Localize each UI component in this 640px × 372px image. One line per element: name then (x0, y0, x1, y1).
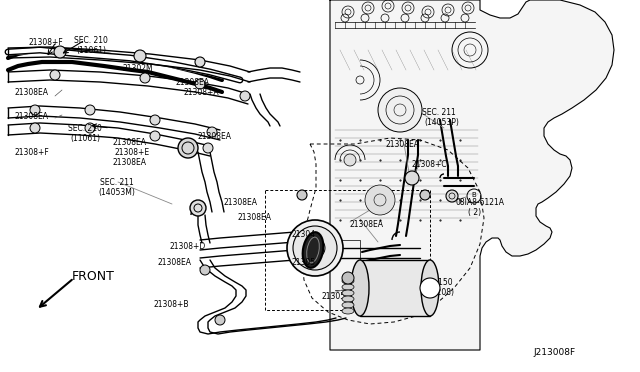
Text: (15208): (15208) (424, 288, 454, 297)
Text: 21308EA: 21308EA (175, 78, 209, 87)
Circle shape (365, 185, 395, 215)
Text: 21308+E: 21308+E (114, 148, 149, 157)
Circle shape (134, 50, 146, 62)
Text: (11061): (11061) (70, 134, 100, 143)
Circle shape (190, 200, 206, 216)
Text: 21308EA: 21308EA (224, 198, 258, 207)
Text: 21308+F: 21308+F (14, 148, 49, 157)
Circle shape (200, 265, 210, 275)
Circle shape (405, 171, 419, 185)
Circle shape (240, 91, 250, 101)
Circle shape (50, 70, 60, 80)
Text: 21308EA: 21308EA (112, 158, 146, 167)
Text: 21308EA: 21308EA (14, 112, 48, 121)
Text: 21308+D: 21308+D (170, 242, 206, 251)
Text: 08IA8-6121A: 08IA8-6121A (456, 198, 505, 207)
Text: B: B (472, 192, 476, 198)
Text: 21308+A: 21308+A (183, 88, 219, 97)
Ellipse shape (342, 296, 354, 302)
Text: ( 2): ( 2) (468, 208, 481, 217)
Text: (14053M): (14053M) (98, 188, 135, 197)
Circle shape (140, 73, 150, 83)
Polygon shape (330, 0, 614, 350)
Circle shape (85, 123, 95, 133)
Circle shape (420, 278, 440, 298)
Text: 21308EA: 21308EA (157, 258, 191, 267)
Text: SEC. 211: SEC. 211 (422, 108, 456, 117)
Circle shape (344, 154, 356, 166)
Text: 21308EA: 21308EA (350, 220, 384, 229)
Circle shape (30, 123, 40, 133)
Text: 213051: 213051 (322, 292, 351, 301)
Text: (11061): (11061) (76, 46, 106, 55)
Circle shape (178, 138, 198, 158)
Text: SEC. 211: SEC. 211 (100, 178, 134, 187)
Circle shape (420, 190, 430, 200)
Text: 21308EA: 21308EA (238, 213, 272, 222)
Text: SEC. 210: SEC. 210 (68, 124, 102, 133)
Circle shape (195, 79, 205, 89)
Circle shape (54, 46, 66, 58)
Text: J213008F: J213008F (533, 348, 575, 357)
Text: 21308EA: 21308EA (386, 140, 420, 149)
Text: 21308EA: 21308EA (197, 132, 231, 141)
Text: 21308EA: 21308EA (14, 88, 48, 97)
Ellipse shape (307, 237, 319, 263)
Ellipse shape (342, 284, 354, 290)
Text: (14053P): (14053P) (424, 118, 459, 127)
Circle shape (203, 143, 213, 153)
Text: 21302M: 21302M (122, 64, 152, 73)
Bar (360, 260, 430, 316)
Circle shape (30, 105, 40, 115)
Circle shape (207, 127, 217, 137)
Ellipse shape (342, 278, 354, 284)
Ellipse shape (342, 308, 354, 314)
Text: SEC. 210: SEC. 210 (74, 36, 108, 45)
Circle shape (150, 115, 160, 125)
Text: 21308EA: 21308EA (112, 138, 146, 147)
Circle shape (85, 105, 95, 115)
Text: 21305: 21305 (292, 258, 316, 267)
Ellipse shape (342, 290, 354, 296)
Ellipse shape (303, 232, 323, 268)
Circle shape (215, 315, 225, 325)
Circle shape (293, 226, 337, 270)
Ellipse shape (342, 302, 354, 308)
Circle shape (297, 190, 307, 200)
Circle shape (342, 272, 354, 284)
Text: FRONT: FRONT (72, 270, 115, 283)
Text: 21308+C: 21308+C (412, 160, 447, 169)
Circle shape (378, 88, 422, 132)
Circle shape (150, 131, 160, 141)
Ellipse shape (351, 260, 369, 316)
Text: 21304: 21304 (292, 230, 316, 239)
Text: 21308+B: 21308+B (154, 300, 189, 309)
Text: 21308+F: 21308+F (28, 38, 63, 47)
Ellipse shape (421, 260, 439, 316)
Circle shape (446, 190, 458, 202)
Circle shape (287, 220, 343, 276)
Circle shape (195, 57, 205, 67)
Text: SEC.150: SEC.150 (422, 278, 454, 287)
